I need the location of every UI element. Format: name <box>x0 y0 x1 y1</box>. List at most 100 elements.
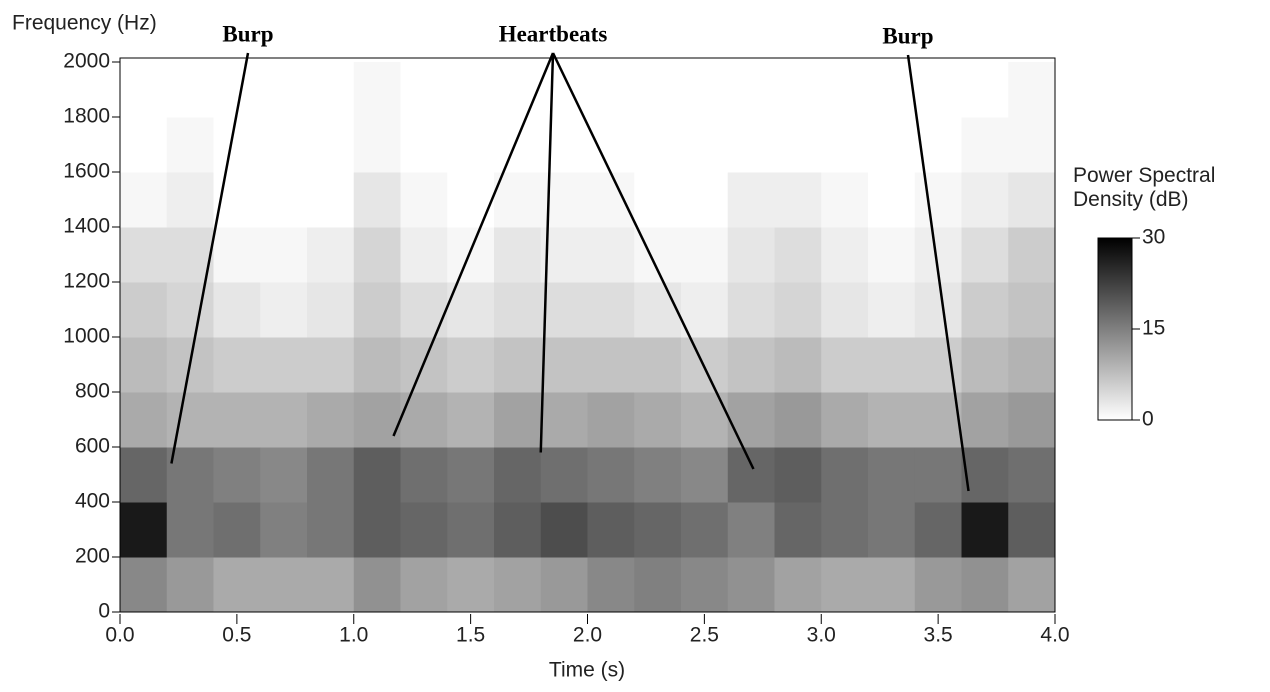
x-tick-label: 0.5 <box>222 624 251 647</box>
heat-cell <box>681 502 729 558</box>
heat-cell <box>681 337 729 393</box>
heat-cell <box>1008 337 1056 393</box>
colorbar-tick-label: 15 <box>1142 317 1165 340</box>
x-tick-label: 1.0 <box>339 624 368 647</box>
y-tick-label: 2000 <box>63 50 110 73</box>
heat-cell <box>307 392 355 448</box>
heat-cell <box>120 172 168 228</box>
heat-cell <box>353 502 401 558</box>
heat-cell <box>587 447 635 503</box>
y-tick-label: 400 <box>75 490 110 513</box>
heat-cell <box>868 62 916 118</box>
heat-cell <box>353 447 401 503</box>
colorbar-title: Power Spectral Density (dB) <box>1073 164 1216 211</box>
y-tick-label: 200 <box>75 545 110 568</box>
heat-cell <box>868 502 916 558</box>
x-axis-title: Time (s) <box>549 659 625 682</box>
heat-cell <box>400 282 448 338</box>
heat-cell <box>166 172 214 228</box>
heat-cell <box>634 502 682 558</box>
heat-cell <box>774 557 822 613</box>
y-tick-label: 1800 <box>63 105 110 128</box>
heat-cell <box>260 337 308 393</box>
y-tick-label: 0 <box>98 600 110 623</box>
heat-cell <box>961 502 1009 558</box>
heat-cell <box>166 117 214 173</box>
x-tick-label: 2.5 <box>690 624 719 647</box>
heat-cell <box>260 392 308 448</box>
heat-cell <box>307 447 355 503</box>
heat-cell <box>447 502 495 558</box>
heat-cell <box>307 117 355 173</box>
heat-cell <box>868 447 916 503</box>
heat-cell <box>774 227 822 283</box>
heat-cell <box>494 282 542 338</box>
heat-cell <box>494 172 542 228</box>
heat-cell <box>540 337 588 393</box>
heat-cell <box>634 117 682 173</box>
heat-cell <box>914 557 962 613</box>
heat-cell <box>914 502 962 558</box>
heat-cell <box>120 447 168 503</box>
heat-cell <box>400 62 448 118</box>
heat-cell <box>774 447 822 503</box>
heat-cell <box>868 117 916 173</box>
heat-cell <box>774 62 822 118</box>
heat-cell <box>821 392 869 448</box>
heat-cell <box>821 502 869 558</box>
heat-cell <box>821 227 869 283</box>
x-tick-label: 0.0 <box>105 624 134 647</box>
heat-cell <box>400 117 448 173</box>
heat-cell <box>353 557 401 613</box>
x-tick-label: 4.0 <box>1040 624 1069 647</box>
heat-cell <box>353 392 401 448</box>
heat-cell <box>868 172 916 228</box>
heat-cell <box>540 392 588 448</box>
heat-cell <box>774 502 822 558</box>
heat-cell <box>166 282 214 338</box>
heat-cell <box>494 337 542 393</box>
heat-cell <box>868 282 916 338</box>
heat-cell <box>213 392 261 448</box>
heat-cell <box>447 392 495 448</box>
heat-cell <box>914 282 962 338</box>
heat-cell <box>400 227 448 283</box>
heat-cell <box>540 117 588 173</box>
heat-cell <box>1008 392 1056 448</box>
heat-cell <box>634 447 682 503</box>
heat-cell <box>213 337 261 393</box>
heat-cell <box>587 227 635 283</box>
heat-cell <box>587 392 635 448</box>
heat-cell <box>774 172 822 228</box>
heat-cell <box>260 117 308 173</box>
heat-cell <box>120 557 168 613</box>
y-tick-label: 1000 <box>63 325 110 348</box>
heat-cell <box>681 172 729 228</box>
heat-cell <box>1008 447 1056 503</box>
heat-cell <box>1008 62 1056 118</box>
heat-cell <box>727 502 775 558</box>
heat-cell <box>961 392 1009 448</box>
heat-cell <box>961 282 1009 338</box>
heat-cell <box>494 117 542 173</box>
heat-cell <box>681 282 729 338</box>
heat-cell <box>868 557 916 613</box>
heat-cell <box>727 117 775 173</box>
heat-cell <box>821 62 869 118</box>
heat-cell <box>307 227 355 283</box>
heat-cell <box>494 447 542 503</box>
heat-cell <box>494 62 542 118</box>
heat-cell <box>821 282 869 338</box>
heat-cell <box>307 337 355 393</box>
heat-cell <box>353 227 401 283</box>
annotation-line <box>551 52 755 470</box>
heat-cell <box>166 447 214 503</box>
heat-cell <box>447 227 495 283</box>
heat-cell <box>727 227 775 283</box>
heat-cell <box>727 62 775 118</box>
heat-cell <box>727 392 775 448</box>
heat-cell <box>307 282 355 338</box>
y-tick-label: 1200 <box>63 270 110 293</box>
